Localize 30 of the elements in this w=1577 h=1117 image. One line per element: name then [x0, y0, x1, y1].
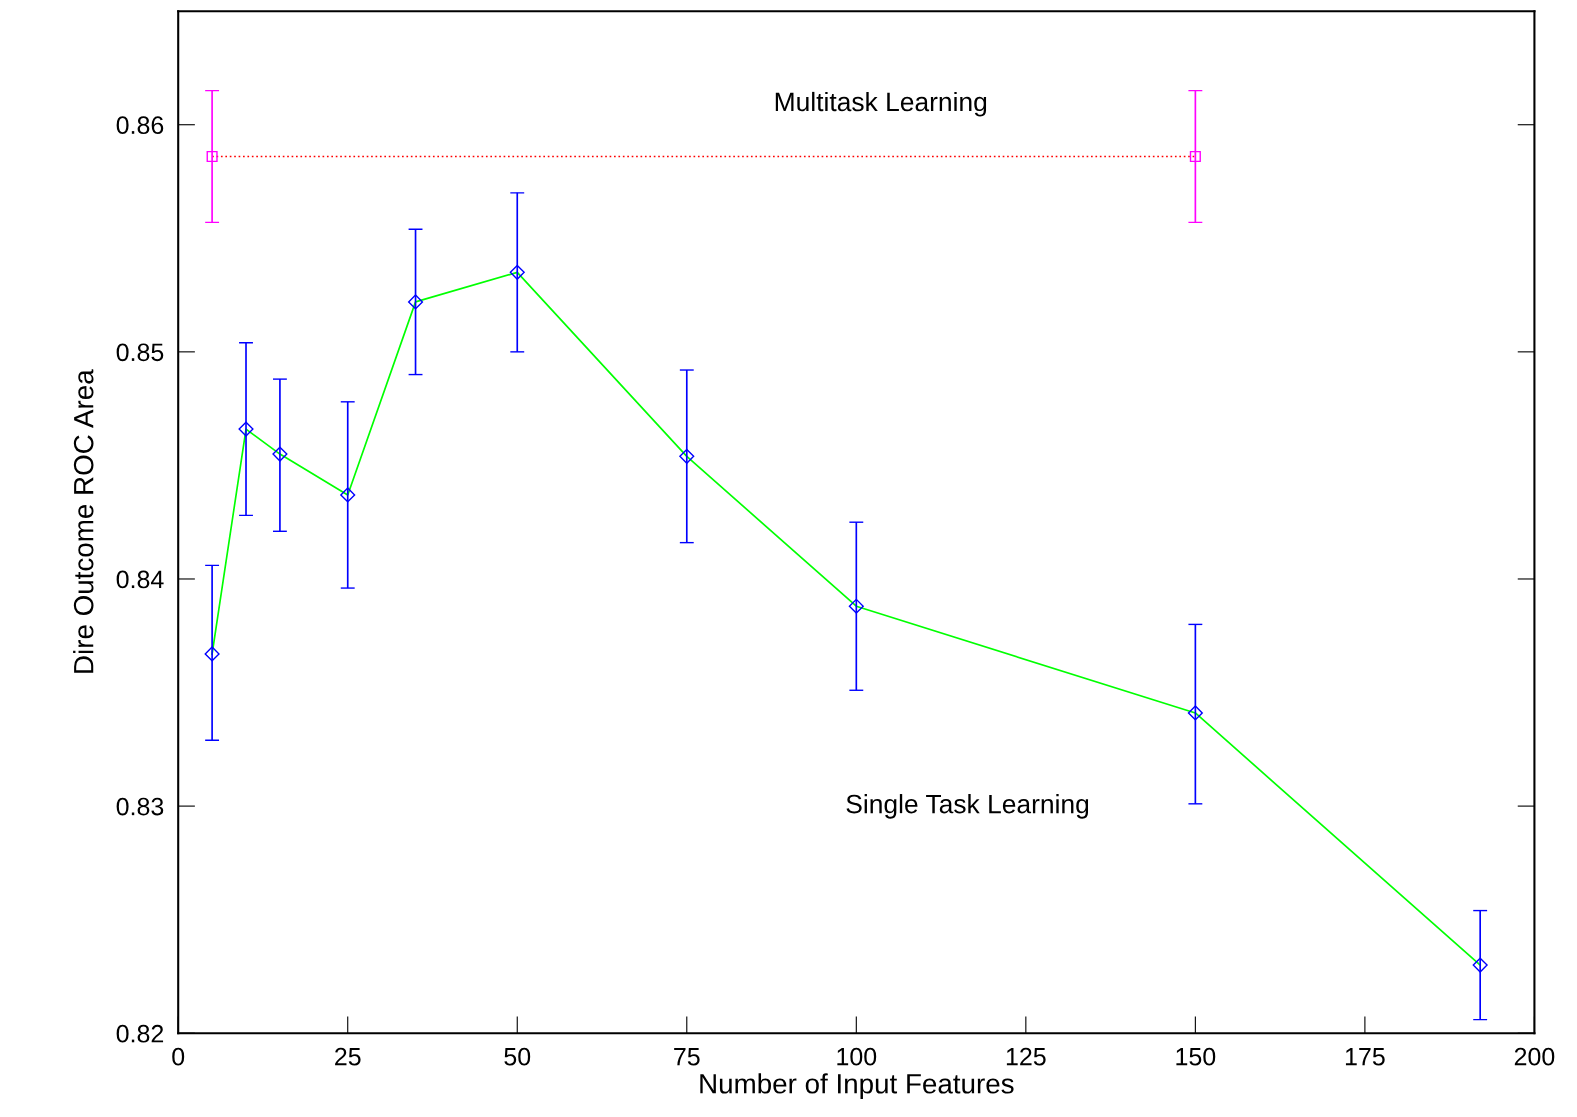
annotation: Multitask Learning [775, 91, 987, 117]
point [206, 150, 218, 163]
x-tick-label: 125 [1006, 1047, 1046, 1066]
y-tick-label: 0.82 [116, 1024, 164, 1043]
y-tick-label: 0.85 [116, 343, 164, 362]
point [204, 646, 220, 662]
point [407, 294, 424, 310]
point [848, 598, 864, 614]
x-tick-label: 75 [674, 1048, 700, 1066]
point [238, 421, 254, 437]
annotation: Single Task Learning [846, 794, 1089, 819]
y-tick-label: 0.83 [116, 797, 164, 816]
x-axis-title: Number of Input Features [700, 1073, 1014, 1100]
point [1187, 705, 1203, 721]
y-tick-label: 0.86 [116, 116, 164, 135]
x-tick-label: 25 [335, 1047, 361, 1066]
x-tick-label: 0 [172, 1047, 185, 1066]
y-tick-label: 0.84 [116, 570, 164, 589]
x-tick-label: 100 [837, 1047, 877, 1066]
point [340, 487, 356, 503]
point [1189, 150, 1201, 163]
point [679, 448, 695, 464]
point [1472, 957, 1488, 973]
x-tick-label: 150 [1176, 1047, 1216, 1066]
x-tick-label: 50 [504, 1047, 531, 1066]
x-tick-label: 200 [1514, 1047, 1555, 1066]
y-axis-title: Dire Outcome ROC Area [73, 369, 94, 673]
point [509, 264, 525, 280]
x-tick-label: 175 [1345, 1048, 1385, 1066]
point [272, 446, 288, 462]
